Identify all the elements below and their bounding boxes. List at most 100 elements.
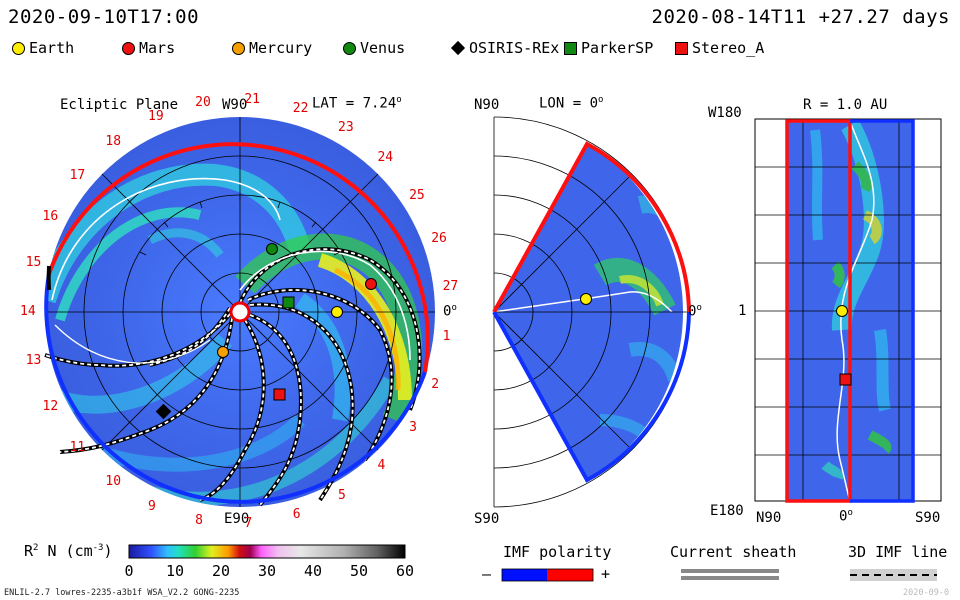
radial-zero-degree: o — [847, 508, 853, 518]
lat-value: LAT = 7.24 — [312, 95, 397, 112]
forecast-time: 2020-09-10T17:00 — [8, 6, 200, 28]
carrington-label: 14 — [20, 304, 36, 319]
lat-label: LAT = 7.24o — [312, 95, 402, 112]
lon-degree: o — [598, 95, 604, 105]
stereo-a-marker-icon — [675, 41, 688, 55]
radial-zero-value: 0 — [839, 508, 848, 525]
sun-icon — [229, 301, 251, 323]
legend-label: Mars — [139, 39, 176, 57]
imf-field-lines — [44, 177, 422, 507]
colorbar-label-mid: N (cm — [38, 542, 93, 560]
legend-venus: Venus — [343, 39, 405, 57]
s90-label: S90 — [474, 511, 500, 527]
carrington-label: 22 — [292, 100, 309, 116]
colorbar-tick-label: 0 — [124, 562, 134, 580]
meridional-zero-degree: o — [696, 303, 702, 313]
colorbar-label-sup: 2 — [33, 543, 39, 553]
lon-label: LON = 0o — [539, 95, 603, 112]
legend-label: ParkerSP — [581, 39, 654, 57]
radial-s90-label: S90 — [915, 510, 941, 526]
legend-osiris-rex: OSIRIS-REx — [450, 39, 559, 57]
ecliptic-ticks — [139, 195, 341, 256]
radius-title: R = 1.0 AU — [803, 97, 888, 113]
earth-marker-radial — [836, 305, 848, 317]
carrington-label: 21 — [244, 92, 260, 108]
zero-degree: o — [451, 303, 457, 313]
legend-parkersp: ParkerSP — [564, 39, 653, 57]
carrington-label: 18 — [105, 133, 122, 149]
colorbar-tick-label: 10 — [166, 562, 185, 580]
stereo-a-marker — [273, 388, 286, 401]
current-sheet-line — [836, 120, 875, 502]
imf-minus-label: – — [482, 565, 492, 583]
legend-label: OSIRIS-REx — [469, 39, 560, 57]
mercury-marker — [217, 346, 229, 358]
carrington-label: 2 — [431, 376, 440, 392]
carrington-label: 11 — [69, 440, 86, 456]
carrington-label: 15 — [25, 255, 42, 271]
carrington-label: 5 — [338, 487, 346, 503]
carrington-label: 16 — [42, 208, 59, 224]
legend-label: Stereo_A — [692, 39, 765, 57]
legend-label: Venus — [360, 39, 406, 57]
lat-degree: o — [396, 95, 402, 105]
carrington-label: 1 — [442, 328, 451, 344]
carrington-label: 26 — [431, 231, 447, 247]
legend-earth: Earth — [12, 39, 74, 57]
meridional-plot — [492, 116, 691, 508]
mars-marker-icon — [122, 41, 135, 55]
colorbar-tick-label: 30 — [258, 562, 277, 580]
polarity-ring-positive — [47, 142, 430, 373]
carrington-label: 12 — [42, 399, 59, 415]
zero-label: 0o — [443, 303, 457, 320]
stereo-a-marker-radial — [839, 373, 852, 386]
imf-line-symbol — [850, 569, 937, 581]
carrington-label: 4 — [377, 458, 386, 474]
earth-marker-icon — [12, 41, 25, 55]
colorbar-label-sup2: -3 — [92, 543, 104, 553]
carrington-label: 27 — [442, 279, 459, 295]
current-sheath-title: Current sheath — [670, 543, 797, 561]
e180-label: E180 — [710, 503, 744, 519]
carrington-label: 19 — [148, 109, 164, 125]
footer-date: 2020-09-0 — [903, 588, 950, 598]
imf-line-title: 3D IMF line — [848, 543, 948, 561]
colorbar-label-suffix: ) — [103, 542, 113, 560]
carrington-label: 23 — [338, 120, 354, 136]
imf-polarity-positive — [547, 569, 593, 581]
w180-label: W180 — [708, 105, 742, 121]
colorbar-tick-label: 20 — [212, 562, 231, 580]
legend-label: Earth — [29, 39, 75, 57]
footer-model-info: ENLIL-2.7 lowres-2235-a3b1f WSA_V2.2 GON… — [4, 588, 240, 598]
legend-stereo-a: Stereo_A — [675, 39, 764, 57]
ecliptic-plane-plot — [44, 117, 435, 507]
carrington-label: 13 — [25, 352, 42, 368]
zero-value: 0 — [443, 303, 452, 320]
polarity-ring-negative — [44, 273, 427, 504]
carrington-label: 20 — [195, 95, 211, 111]
radial-map-negative-border — [850, 119, 915, 503]
carrington-label: 3 — [409, 420, 417, 436]
imf-plus-label: + — [601, 565, 611, 583]
legend-mercury: Mercury — [232, 39, 312, 57]
carrington-label: 7 — [244, 515, 253, 531]
carrington-label: 24 — [377, 149, 394, 165]
carrington-label: 17 — [69, 167, 86, 183]
meridional-zero-label: 0o — [688, 303, 702, 320]
carrington-label: 6 — [292, 507, 301, 523]
carrington-label: 10 — [105, 474, 122, 490]
mars-marker — [365, 278, 377, 290]
colorbar-tick-label: 60 — [396, 562, 415, 580]
ecliptic-title: Ecliptic Plane — [60, 97, 179, 113]
colorbar-tick-label: 50 — [350, 562, 369, 580]
current-sheath-symbol — [681, 569, 779, 580]
radial-map — [754, 118, 942, 503]
carrington-label: 25 — [409, 187, 425, 203]
parkersp-marker-icon — [564, 41, 577, 55]
n90-label: N90 — [474, 97, 500, 113]
legend-label: Mercury — [249, 39, 313, 57]
earth-marker — [331, 306, 343, 318]
carrington-label: 9 — [148, 498, 156, 514]
earth-marker-meridional — [580, 293, 592, 305]
